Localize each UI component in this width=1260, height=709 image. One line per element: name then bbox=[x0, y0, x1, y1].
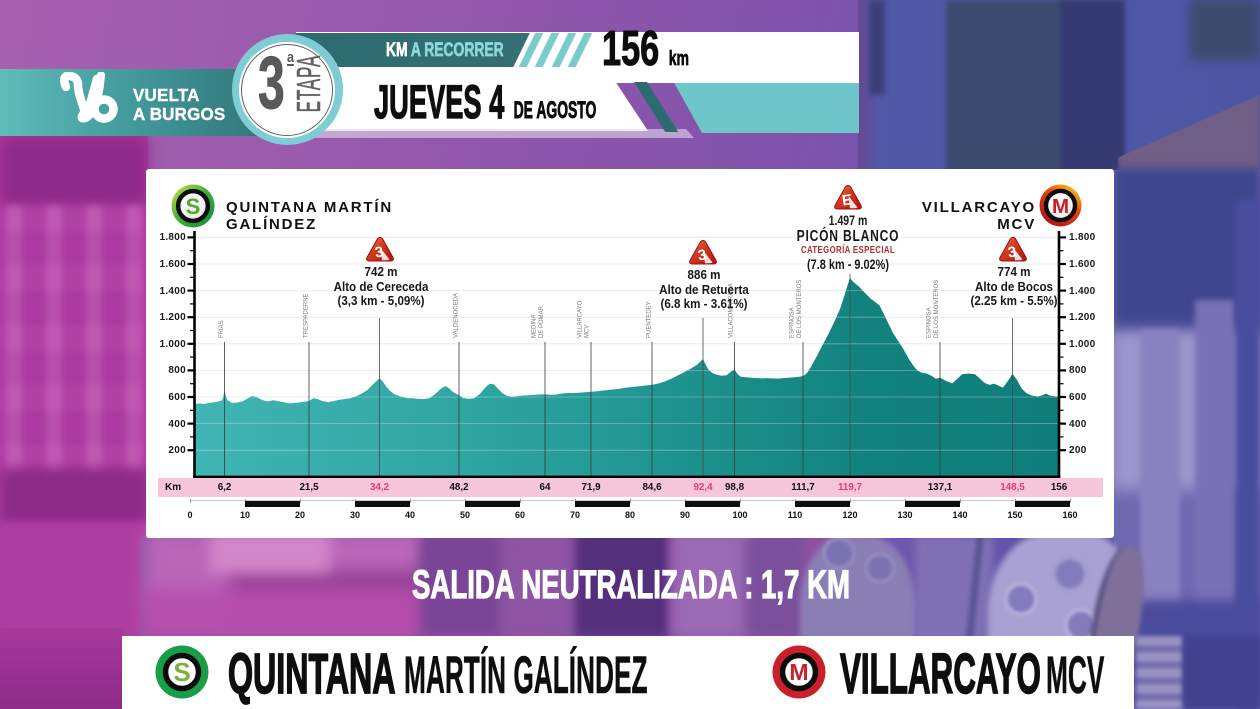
svg-text:S: S bbox=[173, 657, 190, 687]
svg-text:M: M bbox=[789, 659, 808, 685]
